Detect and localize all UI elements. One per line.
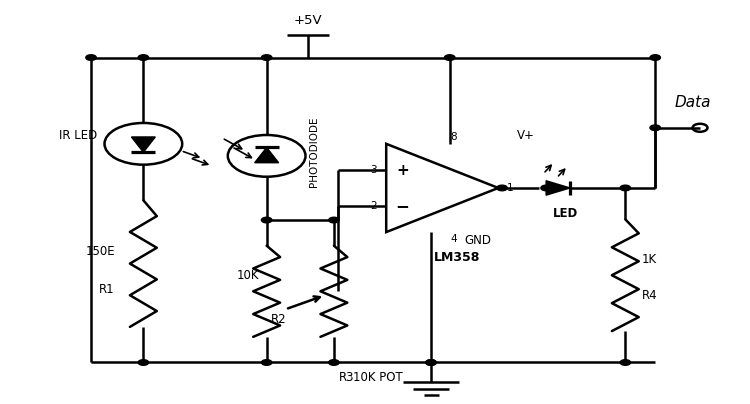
Text: LM358: LM358: [434, 251, 481, 264]
Text: 4: 4: [450, 234, 457, 244]
Circle shape: [328, 360, 339, 365]
Text: Data: Data: [674, 95, 711, 110]
Polygon shape: [255, 147, 278, 163]
Circle shape: [262, 217, 272, 223]
Text: 1K: 1K: [642, 252, 657, 266]
Text: LED: LED: [553, 207, 578, 220]
Circle shape: [426, 360, 436, 365]
Text: 150E: 150E: [86, 245, 115, 258]
Circle shape: [262, 360, 272, 365]
Text: GND: GND: [465, 234, 492, 247]
Polygon shape: [131, 137, 155, 152]
Circle shape: [620, 185, 631, 191]
Text: IR LED: IR LED: [58, 129, 97, 142]
Text: 10K POT: 10K POT: [352, 370, 402, 383]
Circle shape: [445, 55, 455, 60]
Text: R4: R4: [642, 289, 658, 302]
Circle shape: [620, 360, 631, 365]
Circle shape: [650, 55, 661, 60]
Text: +: +: [396, 163, 409, 178]
Text: R3: R3: [338, 370, 354, 383]
Text: +5V: +5V: [293, 15, 322, 27]
Circle shape: [138, 55, 148, 60]
Circle shape: [426, 360, 436, 365]
Text: V+: V+: [517, 129, 535, 142]
Text: 1: 1: [507, 183, 514, 193]
Polygon shape: [546, 181, 570, 195]
Text: 2: 2: [370, 201, 377, 210]
Text: −: −: [396, 197, 410, 215]
Text: R2: R2: [271, 313, 286, 326]
Circle shape: [496, 185, 507, 191]
Text: 3: 3: [370, 165, 377, 175]
Circle shape: [650, 125, 661, 130]
Circle shape: [541, 185, 551, 191]
Text: 10K: 10K: [237, 269, 260, 282]
Text: PHOTODIODE: PHOTODIODE: [309, 117, 320, 187]
Circle shape: [328, 217, 339, 223]
Text: 8: 8: [450, 132, 457, 142]
Circle shape: [138, 360, 148, 365]
Circle shape: [86, 55, 96, 60]
Circle shape: [262, 55, 272, 60]
Text: R1: R1: [99, 283, 115, 296]
